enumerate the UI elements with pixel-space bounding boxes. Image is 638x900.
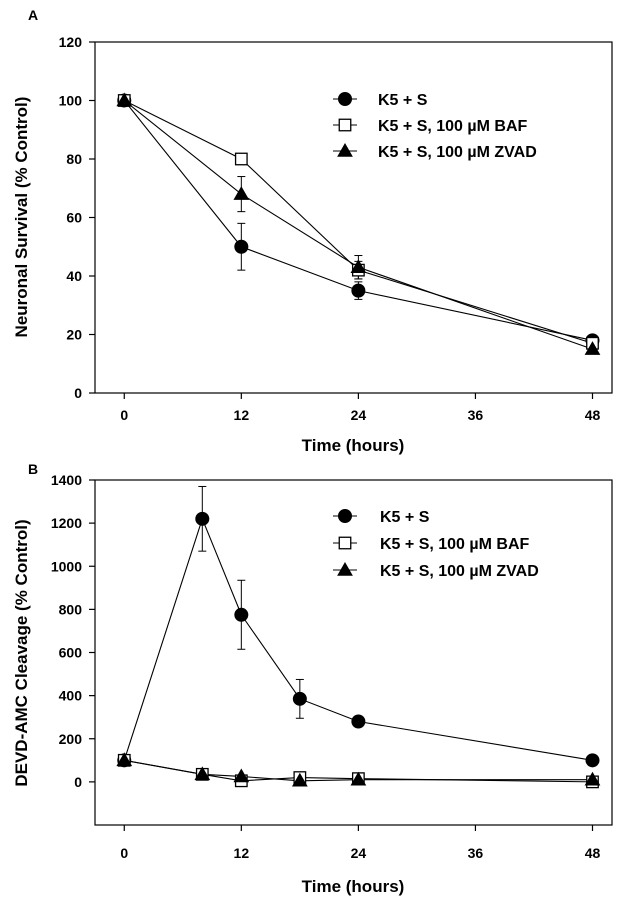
panel-b-y-tick-label: 1200	[51, 515, 82, 531]
panel-b-x-tick-label: 36	[468, 845, 484, 861]
panel-b-series-1-point	[585, 753, 600, 768]
panel-a: A Time (hours) Neuronal Survival (% Cont…	[12, 7, 613, 455]
panel-b-series-3-point	[194, 766, 211, 781]
panel-b-legend-item-3-marker	[337, 561, 353, 576]
panel-a-legend-item-3-label: K5 + S, 100 µM ZVAD	[378, 144, 537, 161]
panel-b-legend-item-1-marker	[338, 509, 352, 523]
panel-a-plot-frame	[94, 41, 613, 394]
panel-a-series	[116, 92, 601, 355]
panel-a-y-tick-label: 0	[74, 385, 82, 401]
panel-b-series-1-line	[123, 517, 593, 761]
panel-a-series-3-point	[350, 259, 367, 273]
panel-a-letter: A	[28, 7, 38, 23]
panel-b-x-tick-label: 0	[120, 845, 128, 861]
panel-a-legend-item-3-marker	[337, 142, 353, 157]
panel-b: B Time (hours) DEVD-AMC Cleavage (% Cont…	[12, 461, 613, 896]
panel-b-series-3-point	[291, 772, 308, 787]
panel-b-y-tick-label: 800	[59, 601, 83, 617]
panel-a-legend-item-2-marker	[338, 118, 352, 132]
panel-b-series-1-point	[234, 607, 249, 622]
panel-a-y-axis-title: Neuronal Survival (% Control)	[12, 97, 31, 338]
panel-b-legend-item-2-label: K5 + S, 100 µM BAF	[380, 536, 529, 553]
panel-a-legend-item-2-label: K5 + S, 100 µM BAF	[378, 118, 527, 135]
panel-b-y-tick-label: 0	[74, 774, 82, 790]
panel-b-y-tick-label: 1000	[51, 558, 82, 574]
panel-a-series-1-point	[351, 283, 366, 298]
panel-a-legend: K5 + S K5 + S, 100 µM BAF K5 + S, 100 µM Z…	[333, 92, 537, 161]
panel-a-series-2-line	[124, 100, 593, 344]
panel-b-series	[116, 485, 601, 789]
panel-b-y-tick-label: 200	[59, 731, 83, 747]
panel-b-series-3-point	[350, 771, 367, 786]
panel-a-y-tick-label: 20	[66, 327, 82, 343]
panel-b-x-axis-title: Time (hours)	[302, 877, 405, 896]
panel-b-series-1-point	[195, 511, 210, 526]
panel-a-series-1-line	[123, 100, 593, 341]
panel-b-y-tick-label: 400	[59, 688, 83, 704]
panel-b-legend: K5 + S K5 + S, 100 µM BAF K5 + S, 100 µM Z…	[333, 509, 539, 580]
panel-a-x-tick-label: 24	[351, 407, 367, 423]
panel-b-x-tick-label: 48	[585, 845, 601, 861]
panel-a-y-tick-label: 100	[59, 93, 83, 109]
panel-a-series-3-line	[123, 100, 593, 350]
panel-b-legend-item-2-marker	[338, 536, 352, 550]
panel-b-series-1-point	[351, 714, 366, 729]
panel-a-series-3-point	[584, 341, 601, 355]
panel-b-letter: B	[28, 461, 38, 477]
panel-b-legend-item-1-label: K5 + S	[380, 509, 430, 526]
panel-b-ticks: 0 12 24 36 48 0 200 400 600 800 1000 1200 1400	[51, 472, 601, 861]
panel-a-x-tick-label: 12	[234, 407, 250, 423]
panel-a-ticks: 0 12 24 36 48 0 20 40 60 80 100 120	[59, 34, 601, 423]
panel-b-series-1-point	[292, 691, 307, 706]
panel-b-x-tick-label: 12	[234, 845, 250, 861]
panel-b-y-axis-title: DEVD-AMC Cleavage (% Control)	[12, 519, 31, 786]
panel-a-y-tick-label: 40	[66, 268, 82, 284]
panel-b-series-3-point	[233, 768, 250, 783]
panel-b-legend-item-3-label: K5 + S, 100 µM ZVAD	[380, 563, 539, 580]
panel-a-series-3-point	[233, 186, 250, 200]
panel-a-y-tick-label: 120	[59, 34, 83, 50]
panel-a-x-tick-label: 0	[120, 407, 128, 423]
panel-a-x-tick-label: 48	[585, 407, 601, 423]
panel-b-series-3-point	[116, 752, 133, 767]
panel-a-y-tick-label: 80	[66, 151, 82, 167]
panel-a-series-1-point	[234, 239, 249, 254]
panel-a-series-3-point	[116, 92, 133, 107]
panel-a-legend-item-1-label: K5 + S	[378, 92, 428, 109]
panel-a-x-tick-label: 36	[468, 407, 484, 423]
panel-b-y-tick-label: 1400	[51, 472, 82, 488]
panel-b-series-3-line	[124, 759, 593, 782]
panel-a-y-tick-label: 60	[66, 210, 82, 226]
panel-a-legend-item-1-marker	[338, 92, 352, 106]
panel-a-x-axis-title: Time (hours)	[302, 436, 405, 455]
panel-a-series-2-point	[234, 152, 248, 166]
panel-b-series-3-point	[584, 771, 601, 786]
panel-b-x-tick-label: 24	[351, 845, 367, 861]
panel-b-y-tick-label: 600	[59, 645, 83, 661]
